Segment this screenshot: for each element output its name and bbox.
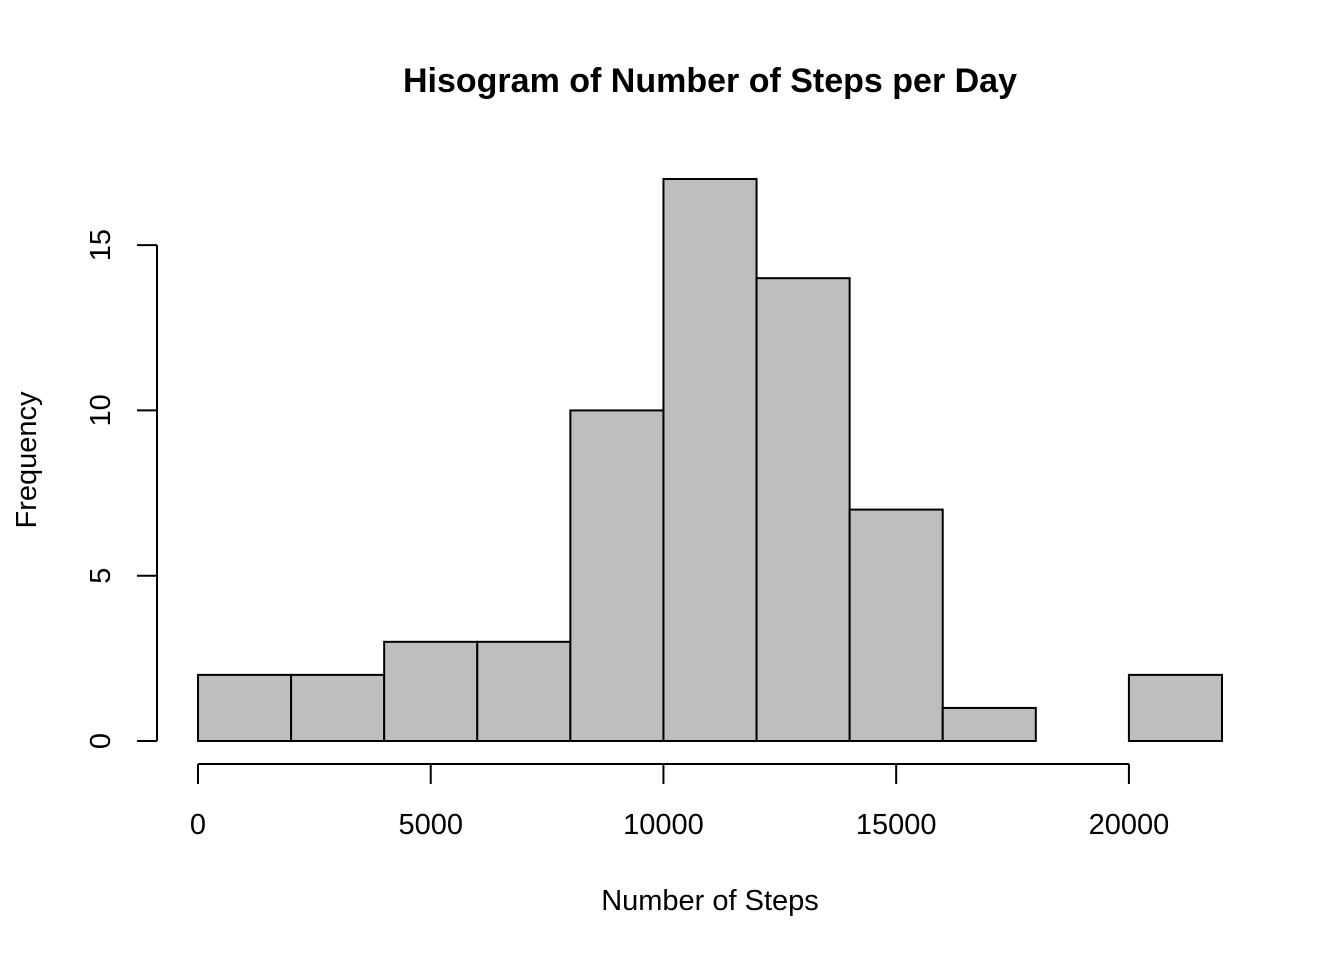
x-tick-label-10000: 10000 <box>623 809 704 841</box>
x-axis: 0 5000 10000 15000 20000 <box>190 763 1170 841</box>
chart-title: Hisogram of Number of Steps per Day <box>403 62 1017 100</box>
histogram-bar-7 <box>848 508 944 742</box>
x-tick-label-0: 0 <box>190 809 206 841</box>
histogram-bar-4 <box>569 409 665 742</box>
x-axis-label: Number of Steps <box>601 885 819 917</box>
histogram-bar-2 <box>383 640 479 743</box>
histogram-bar-5 <box>662 178 758 742</box>
y-tick-label-5: 5 <box>85 568 117 584</box>
y-tick-label-15: 15 <box>85 229 117 261</box>
histogram-bar-8 <box>941 706 1037 742</box>
histogram-bar-1 <box>290 673 386 742</box>
bars-group <box>197 178 1223 743</box>
x-tick-label-15000: 15000 <box>856 809 937 841</box>
histogram-bar-6 <box>755 277 851 742</box>
histogram-bar-10 <box>1127 673 1223 742</box>
x-tick-label-20000: 20000 <box>1089 809 1170 841</box>
histogram-bar-0 <box>197 673 293 742</box>
y-tick-label-10: 10 <box>85 394 117 426</box>
x-tick-label-5000: 5000 <box>398 809 463 841</box>
y-tick-label-0: 0 <box>85 733 117 749</box>
histogram-bar-3 <box>476 640 572 743</box>
y-axis-label: Frequency <box>11 391 43 529</box>
y-axis: 0 5 10 15 <box>85 229 158 749</box>
